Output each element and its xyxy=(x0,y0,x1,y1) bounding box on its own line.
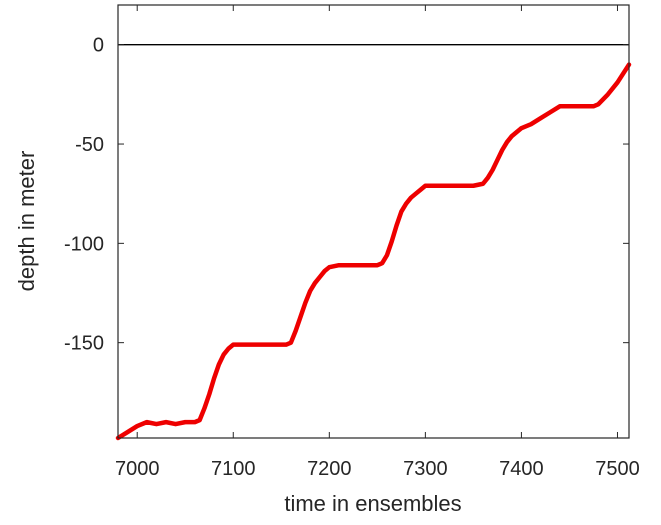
x-axis-title: time in ensembles xyxy=(284,491,461,516)
x-tick-label: 7500 xyxy=(595,458,640,480)
y-tick-label: -50 xyxy=(75,134,104,156)
y-tick-label: -100 xyxy=(64,233,104,255)
x-tick-label: 7400 xyxy=(499,458,544,480)
y-tick-label: 0 xyxy=(93,35,104,57)
x-tick-label: 7300 xyxy=(403,458,448,480)
y-tick-label: -150 xyxy=(64,333,104,355)
x-tick-label: 7000 xyxy=(115,458,160,480)
x-tick-label: 7100 xyxy=(211,458,256,480)
x-axis: 7000 7100 7200 7300 7400 7500 xyxy=(115,5,640,480)
plot-content xyxy=(115,44,632,441)
y-axis-title: depth in meter xyxy=(14,151,39,292)
x-tick-label: 7200 xyxy=(307,458,352,480)
y-axis: 0 -50 -100 -150 xyxy=(64,35,629,355)
series-line-0 xyxy=(115,62,632,441)
plot-area-background xyxy=(118,5,629,438)
plot-frame xyxy=(117,4,630,439)
